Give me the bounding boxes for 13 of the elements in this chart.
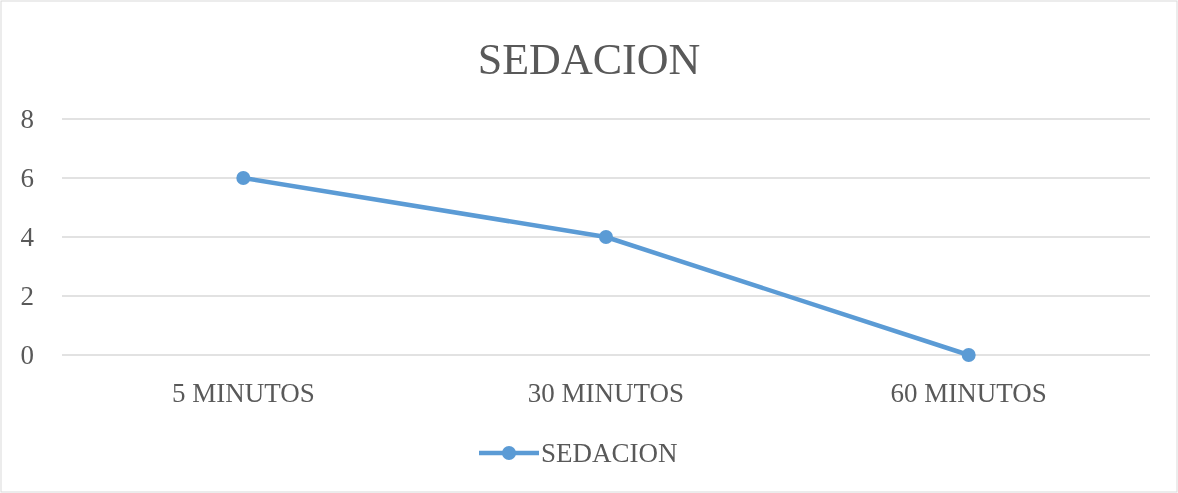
x-tick-label: 5 MINUTOS [171, 378, 315, 408]
legend-label: SEDACION [541, 438, 678, 469]
x-tick-label: 60 MINUTOS [890, 378, 1047, 408]
point [599, 230, 613, 244]
y-tick-label: 2 [20, 281, 34, 312]
y-tick-label: 8 [20, 104, 34, 135]
point [961, 348, 976, 362]
chart-title: SEDACION [477, 35, 701, 84]
point [236, 171, 251, 185]
y-tick-label: 0 [20, 340, 34, 371]
y-tick-label: 6 [20, 163, 34, 194]
x-tick-label: 30 MINUTOS [527, 378, 685, 408]
y-tick-label: 4 [20, 222, 35, 253]
